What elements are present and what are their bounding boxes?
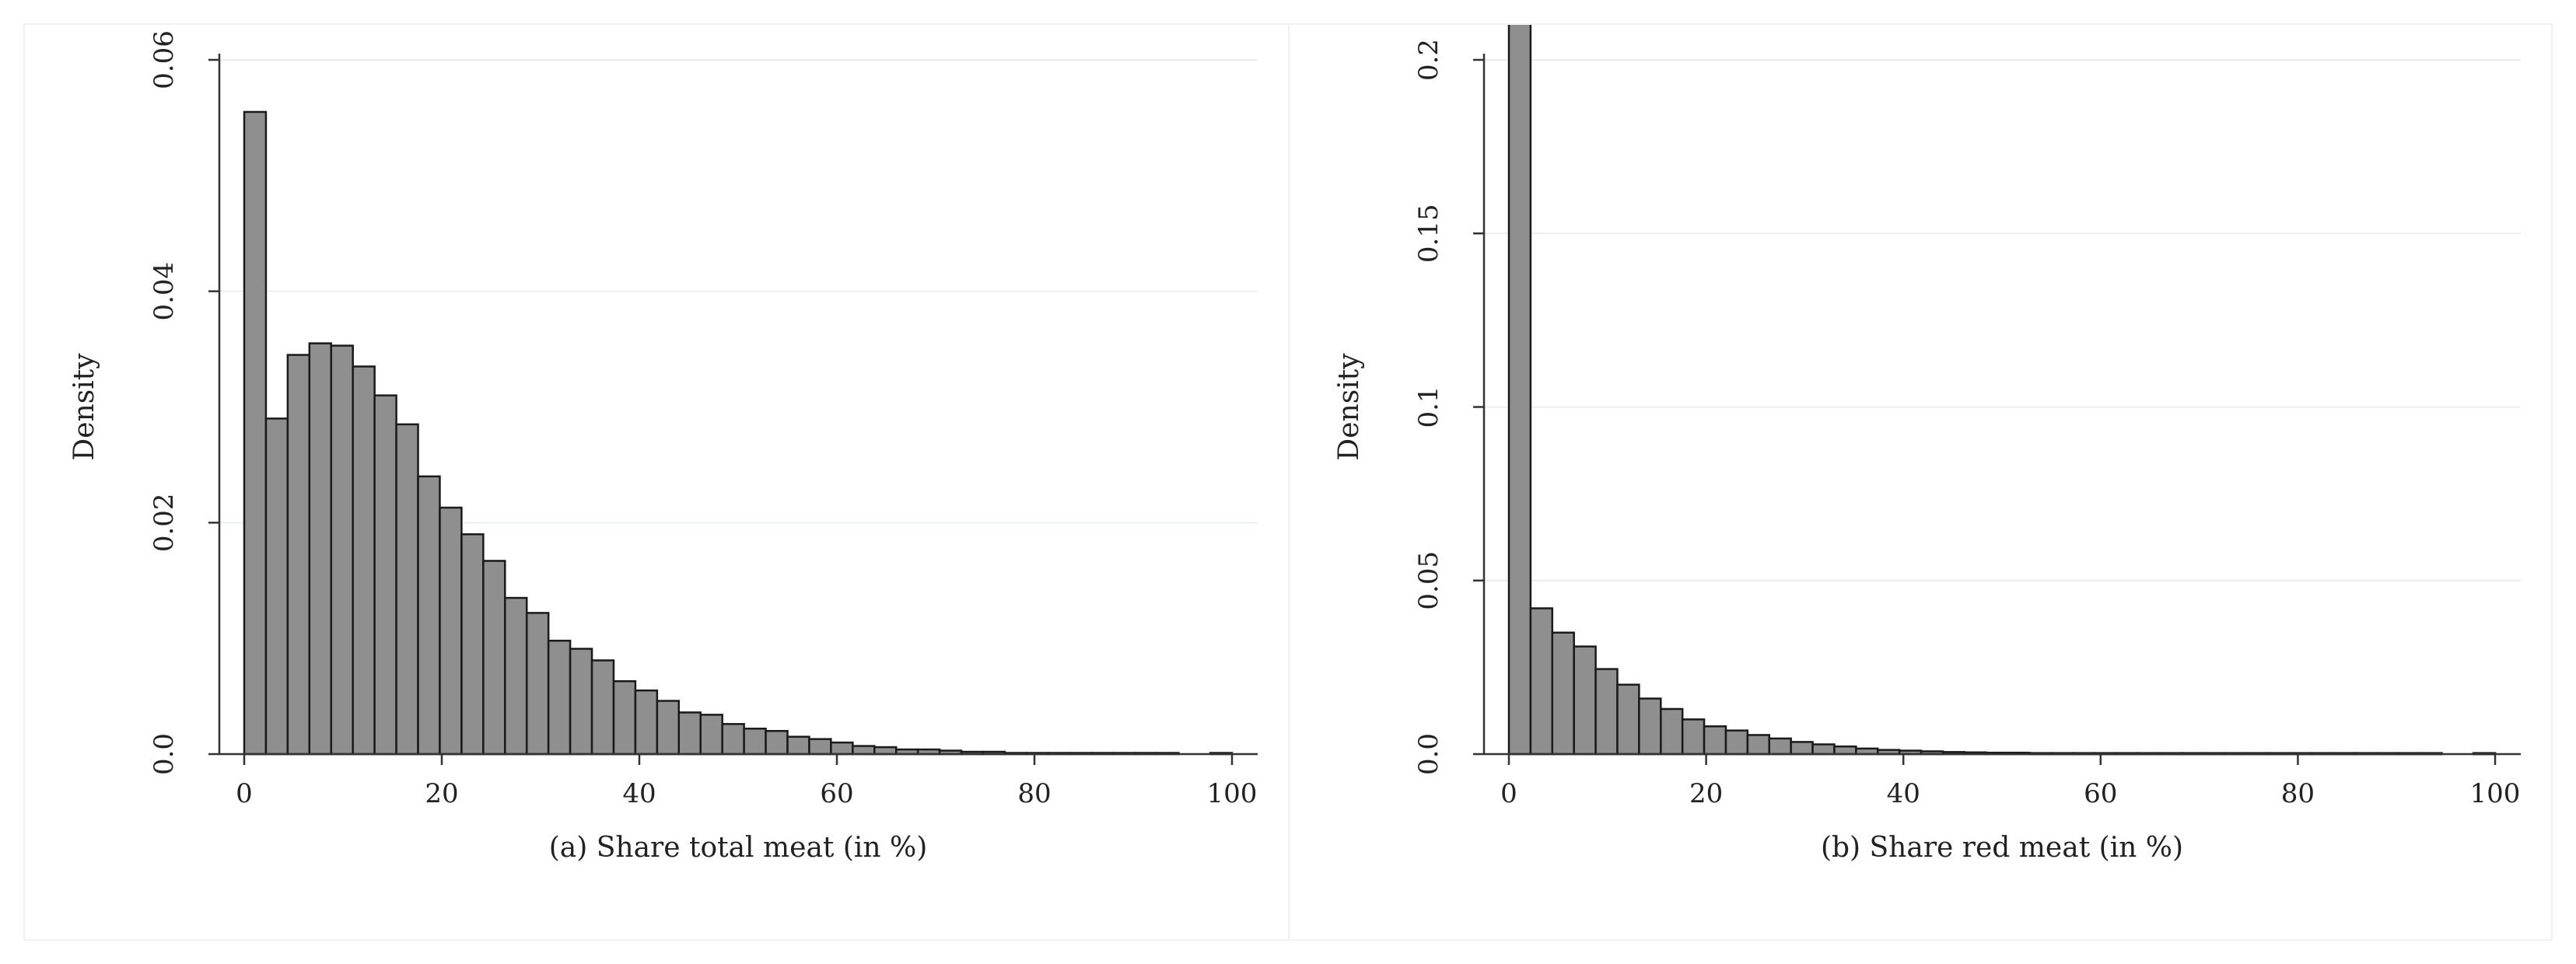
x-tick-label: 20 xyxy=(1689,778,1723,809)
histogram-bar xyxy=(395,423,419,756)
histogram-bar xyxy=(1811,743,1836,756)
x-tick-label: 80 xyxy=(1017,778,1051,809)
histogram-bar xyxy=(1790,741,1814,756)
x-tick-label: 100 xyxy=(1207,778,1258,809)
chart-caption: (a) Share total meat (in %) xyxy=(549,832,928,864)
histogram-bar xyxy=(1551,631,1575,756)
histogram-bar xyxy=(1638,697,1662,756)
histogram-bar xyxy=(1681,718,1706,756)
y-tick-label: 0.04 xyxy=(149,262,180,321)
histogram-total-meat: 0.0 0.02 0.04 0.06 0 20 40 60 80 100 Density (a) … xyxy=(68,30,1258,864)
histogram-bar xyxy=(852,745,876,756)
histogram-bar xyxy=(417,475,441,756)
histogram-bar xyxy=(1507,25,1532,756)
histogram-bar xyxy=(612,679,637,756)
histogram-bar xyxy=(1529,607,1554,756)
histogram-bar xyxy=(634,689,659,756)
histogram-bar xyxy=(1573,645,1597,756)
histogram-bar xyxy=(1594,668,1619,756)
y-tick-label: 0.05 xyxy=(1413,551,1444,610)
histogram-bar xyxy=(765,729,789,756)
y-tick-label: 0.0 xyxy=(149,733,180,775)
histogram-bar xyxy=(482,560,506,756)
histogram-bar xyxy=(439,506,463,756)
y-tick-label: 0.2 xyxy=(1413,39,1444,81)
histogram-bar xyxy=(1833,745,1857,756)
histogram-bar xyxy=(460,533,485,756)
histogram-bar xyxy=(1616,683,1640,756)
x-tick-label: 60 xyxy=(2084,778,2117,809)
chart-panel-red-meat: 0.0 0.05 0.1 0.15 0.2 0 20 40 60 80 100 Density (b… xyxy=(1288,23,2553,941)
histogram-bar xyxy=(590,659,615,756)
y-axis-title: Density xyxy=(68,353,100,461)
histogram-bar xyxy=(1768,737,1792,756)
histogram-bar xyxy=(330,344,354,756)
histogram-bar xyxy=(504,596,528,756)
x-tick-label: 100 xyxy=(2470,778,2521,809)
histogram-bar xyxy=(1724,729,1749,756)
y-axis-title: Density xyxy=(1333,353,1365,461)
y-tick-label: 0.02 xyxy=(149,493,180,552)
histogram-bar xyxy=(286,354,311,756)
histogram-bar xyxy=(569,648,593,756)
x-tick-label: 40 xyxy=(622,778,656,809)
y-tick-label: 0.15 xyxy=(1413,204,1444,263)
histogram-bar xyxy=(264,417,289,756)
histogram-bar xyxy=(1660,707,1684,756)
histogram-bar xyxy=(830,741,854,756)
chart-caption: (b) Share red meat (in %) xyxy=(1821,832,2183,864)
histogram-bar xyxy=(677,711,702,756)
x-tick-label: 80 xyxy=(2281,778,2315,809)
histogram-bar xyxy=(786,735,810,756)
chart-panel-total-meat: 0.0 0.02 0.04 0.06 0 20 40 60 80 100 Density (a) … xyxy=(23,23,1290,941)
histogram-bar xyxy=(656,700,681,756)
histogram-bar xyxy=(373,394,397,756)
histogram-bar xyxy=(308,342,333,756)
histogram-bar xyxy=(1746,734,1771,756)
histogram-bar xyxy=(1703,725,1727,756)
histogram-bar xyxy=(808,738,832,756)
y-tick-label: 0.1 xyxy=(1413,386,1444,428)
histogram-bar xyxy=(743,728,767,756)
histogram-bar xyxy=(243,110,268,756)
histogram-bar xyxy=(352,365,376,756)
x-tick-label: 20 xyxy=(425,778,458,809)
y-tick-label: 0.0 xyxy=(1413,733,1444,775)
histogram-bar xyxy=(699,714,723,756)
histogram-bar xyxy=(547,639,572,756)
x-tick-label: 40 xyxy=(1887,778,1920,809)
y-tick-label: 0.06 xyxy=(149,30,180,89)
x-tick-label: 0 xyxy=(1500,778,1517,809)
histogram-red-meat: 0.0 0.05 0.1 0.15 0.2 0 20 40 60 80 100 Density (b… xyxy=(1333,25,2521,864)
histogram-bar xyxy=(873,746,898,756)
histogram-bar xyxy=(721,723,745,756)
x-tick-label: 0 xyxy=(236,778,253,809)
x-tick-label: 60 xyxy=(820,778,853,809)
histogram-bar xyxy=(525,612,550,756)
